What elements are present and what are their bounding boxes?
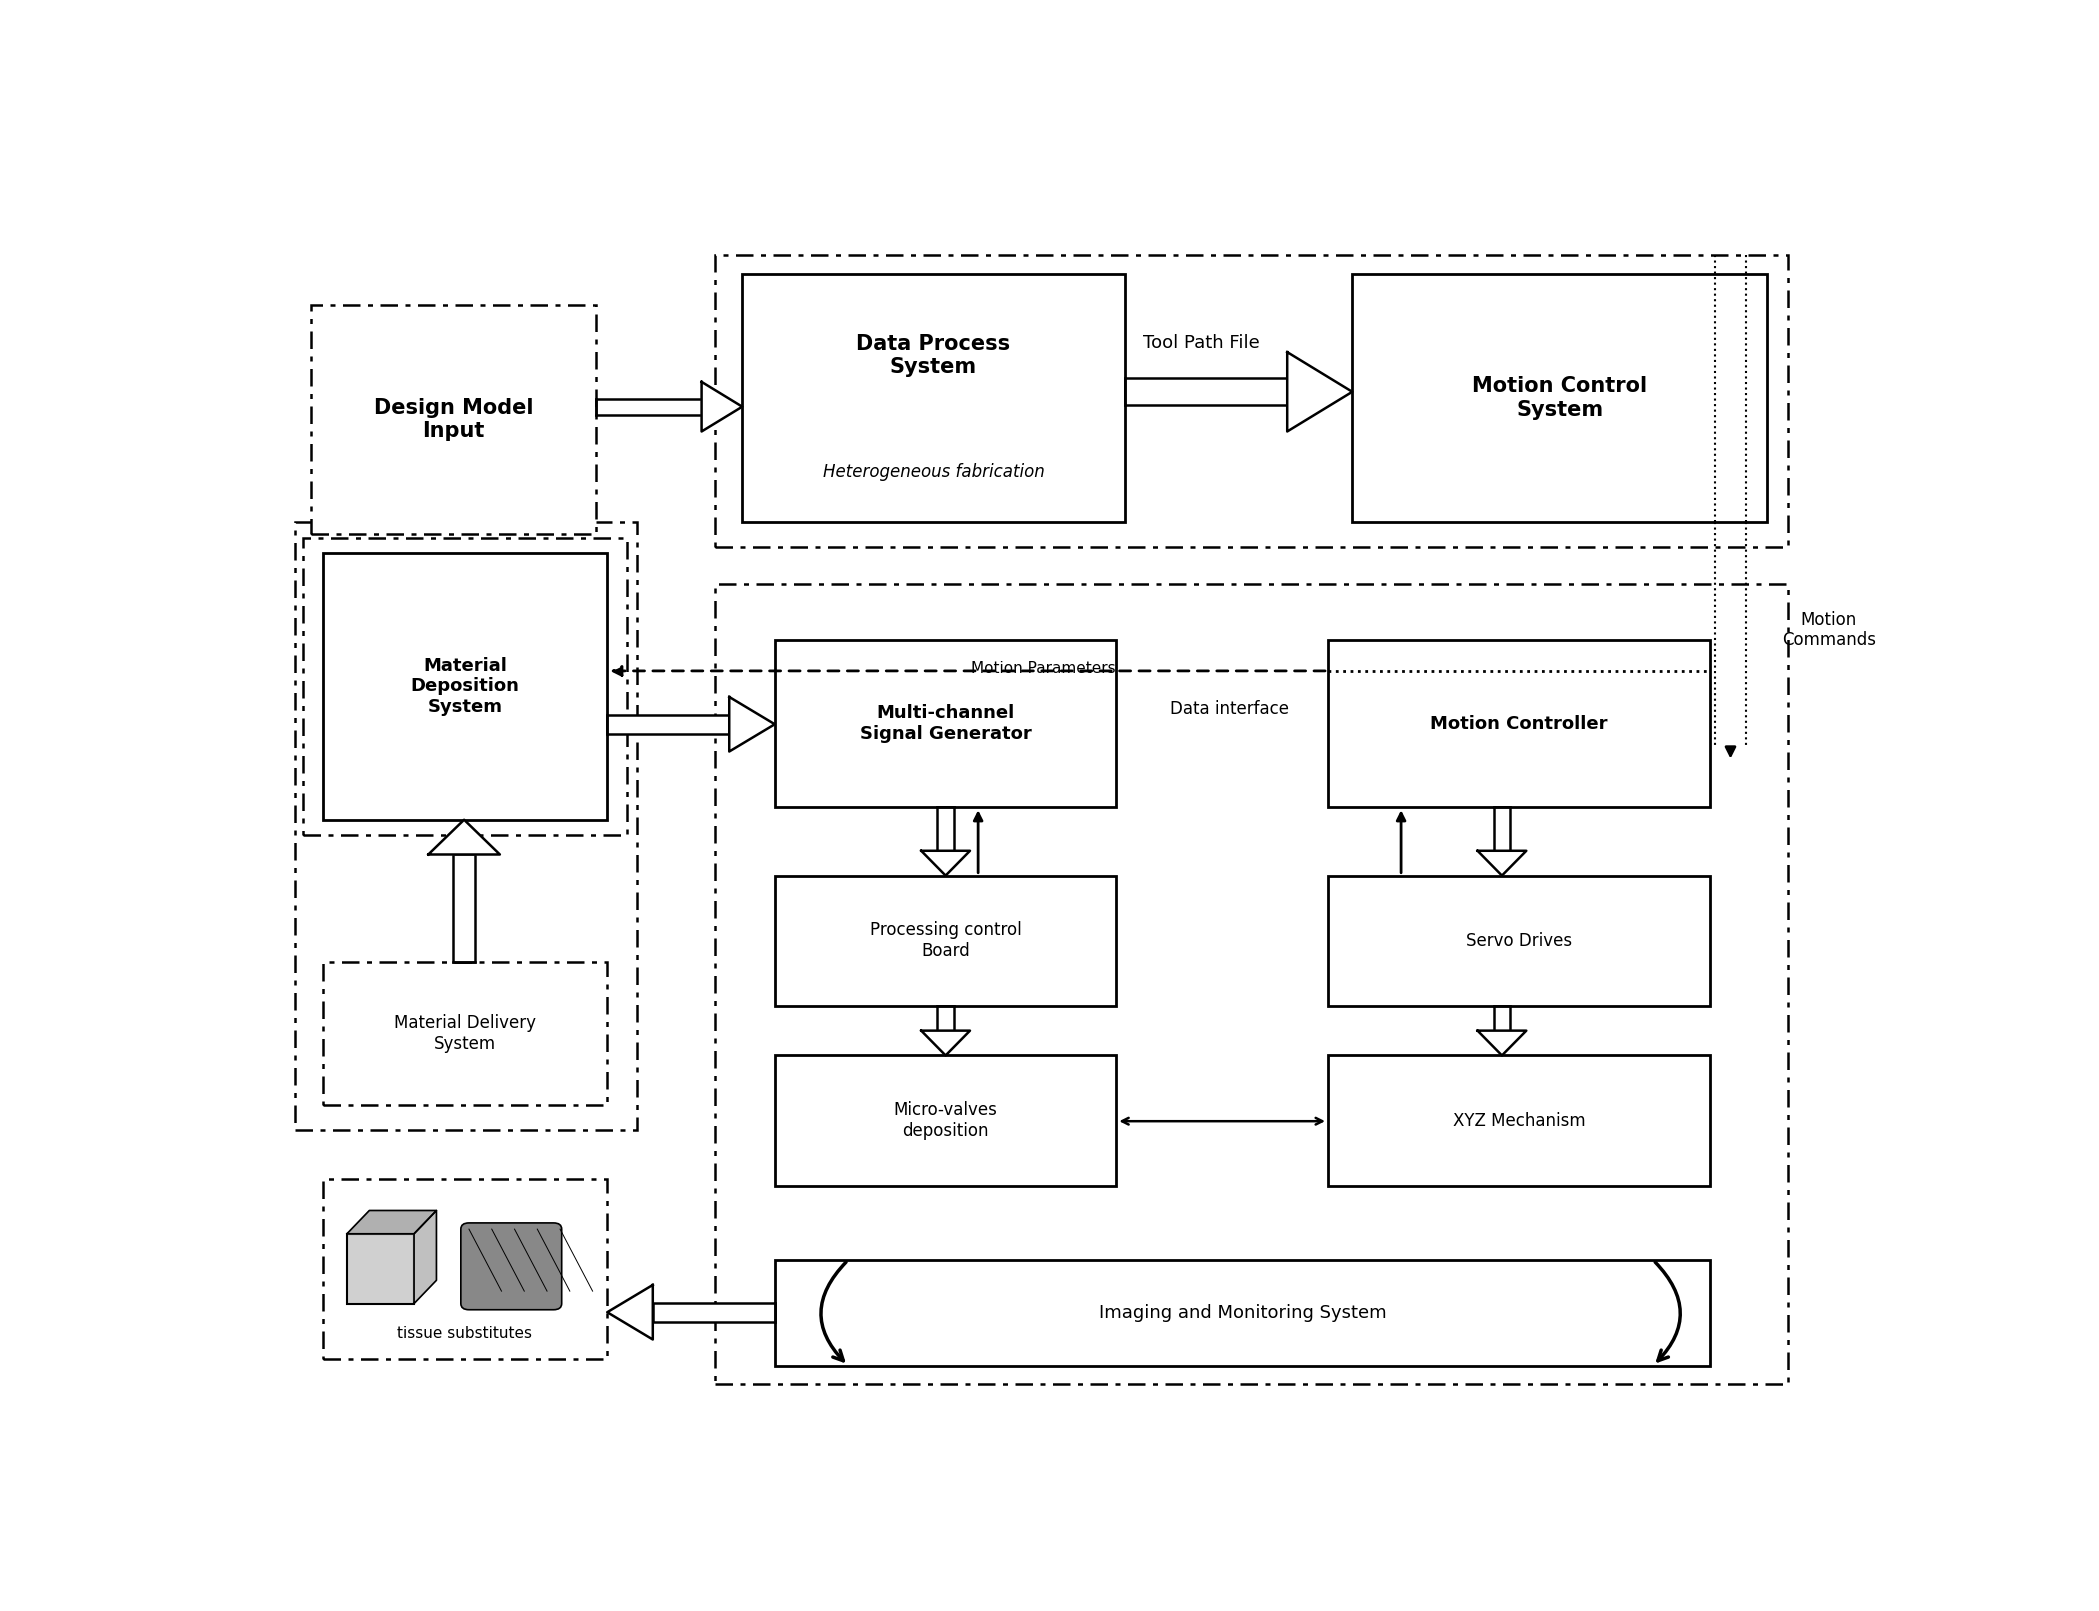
FancyBboxPatch shape — [743, 274, 1125, 522]
Text: Motion
Commands: Motion Commands — [1782, 611, 1877, 649]
Bar — [653, 1303, 775, 1321]
Text: Imaging and Monitoring System: Imaging and Monitoring System — [1098, 1303, 1385, 1323]
Bar — [938, 807, 953, 851]
Text: XYZ Mechanism: XYZ Mechanism — [1453, 1112, 1585, 1129]
Polygon shape — [921, 1031, 970, 1055]
Polygon shape — [414, 1210, 437, 1303]
Text: Motion Controller: Motion Controller — [1429, 715, 1608, 733]
Text: tissue substitutes: tissue substitutes — [397, 1326, 533, 1340]
FancyBboxPatch shape — [1329, 876, 1711, 1005]
FancyBboxPatch shape — [775, 876, 1117, 1005]
Bar — [938, 1005, 953, 1031]
Text: Processing control
Board: Processing control Board — [869, 921, 1022, 960]
FancyBboxPatch shape — [294, 522, 636, 1129]
Polygon shape — [346, 1210, 437, 1234]
FancyBboxPatch shape — [1352, 274, 1767, 522]
Polygon shape — [701, 382, 743, 432]
FancyBboxPatch shape — [1329, 1055, 1711, 1186]
Text: Tool Path File: Tool Path File — [1142, 333, 1259, 353]
Bar — [607, 715, 728, 733]
Bar — [596, 398, 701, 414]
Text: Motion Control
System: Motion Control System — [1471, 377, 1648, 419]
Text: Material Delivery
System: Material Delivery System — [395, 1015, 535, 1054]
Bar — [453, 854, 476, 962]
Polygon shape — [921, 851, 970, 876]
Polygon shape — [1478, 1031, 1526, 1055]
Text: Design Model
Input: Design Model Input — [374, 398, 533, 441]
FancyBboxPatch shape — [346, 1234, 414, 1303]
FancyBboxPatch shape — [323, 1179, 607, 1360]
FancyBboxPatch shape — [714, 585, 1788, 1384]
Bar — [1125, 379, 1287, 406]
FancyBboxPatch shape — [311, 304, 596, 535]
Bar — [1494, 1005, 1509, 1031]
Polygon shape — [428, 820, 500, 854]
Text: Micro-valves
deposition: Micro-valves deposition — [894, 1102, 997, 1141]
FancyBboxPatch shape — [714, 255, 1788, 546]
Polygon shape — [1287, 353, 1352, 432]
Text: Data interface: Data interface — [1169, 701, 1289, 719]
Text: Motion Parameters: Motion Parameters — [972, 661, 1115, 677]
Text: Multi-channel
Signal Generator: Multi-channel Signal Generator — [861, 704, 1031, 743]
Polygon shape — [607, 1286, 653, 1339]
FancyBboxPatch shape — [775, 640, 1117, 807]
FancyBboxPatch shape — [462, 1223, 563, 1310]
Text: Data Process
System: Data Process System — [856, 333, 1010, 377]
Text: Heterogeneous fabrication: Heterogeneous fabrication — [823, 464, 1045, 482]
FancyBboxPatch shape — [323, 962, 607, 1105]
FancyBboxPatch shape — [775, 1055, 1117, 1186]
Polygon shape — [728, 698, 775, 751]
FancyBboxPatch shape — [775, 1260, 1711, 1366]
FancyBboxPatch shape — [1329, 640, 1711, 807]
Text: Material
Deposition
System: Material Deposition System — [411, 657, 518, 717]
FancyBboxPatch shape — [323, 553, 607, 820]
Bar — [1494, 807, 1509, 851]
Text: Servo Drives: Servo Drives — [1465, 931, 1572, 950]
Polygon shape — [1478, 851, 1526, 876]
FancyBboxPatch shape — [302, 538, 628, 834]
